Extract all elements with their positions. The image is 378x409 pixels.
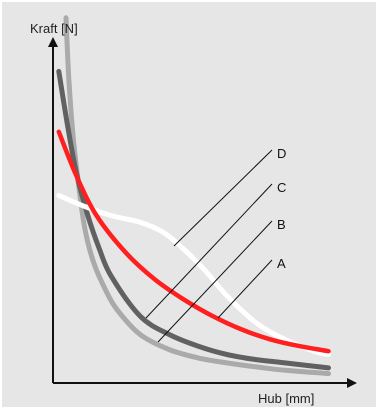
series-group [56,15,331,377]
leader-line-d [173,149,273,247]
series-line-a [56,129,331,354]
plot-background [2,2,376,407]
x-axis-label: Hub [mm] [258,391,314,406]
curve-label-d: D [277,146,286,161]
leader-lines [145,149,273,343]
curve-label-b: B [277,217,286,232]
axes [48,37,357,388]
leader-line-b [157,220,273,343]
curve-label-c: C [277,180,286,195]
leader-line-a [217,259,273,319]
series-line-b [56,192,331,357]
leader-line-c [145,183,273,319]
curve-label-a: A [277,256,286,271]
y-axis-label: Kraft [N] [30,21,78,36]
